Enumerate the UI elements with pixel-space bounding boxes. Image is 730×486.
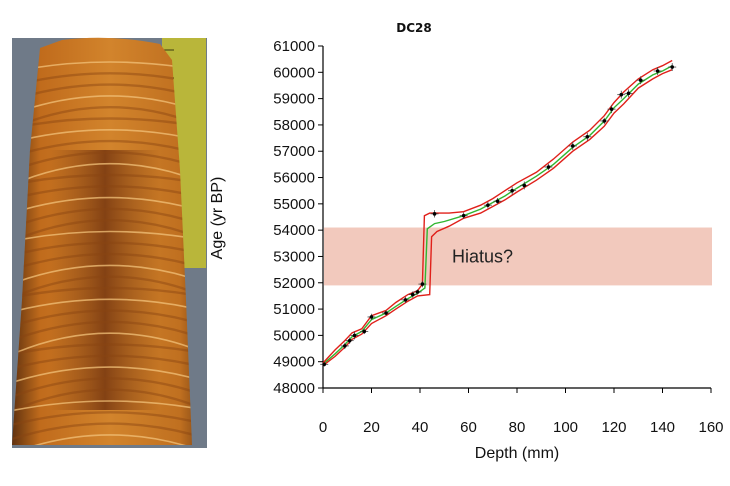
x-tick-label: 160 — [698, 419, 723, 436]
growth-band — [12, 332, 192, 356]
growth-band — [12, 366, 192, 384]
growth-band — [12, 320, 192, 343]
x-axis-ticks: 0 20 40 60 80 100 120 140 160 — [319, 388, 724, 436]
sample-point — [510, 188, 514, 193]
x-tick-label: 40 — [412, 419, 429, 436]
sample-point — [343, 344, 347, 348]
y-tick-label: 58000 — [273, 117, 315, 134]
sample-point — [420, 282, 425, 286]
growth-band — [12, 286, 192, 300]
growth-band — [12, 422, 192, 441]
sample-point — [403, 298, 408, 302]
x-tick-label: 80 — [509, 419, 526, 436]
sample-point — [384, 311, 388, 315]
hiatus-label: Hiatus? — [452, 246, 513, 266]
sample-point — [638, 78, 643, 82]
sample-point — [570, 144, 575, 148]
growth-band — [12, 434, 192, 445]
axes — [322, 46, 711, 389]
sample-point — [369, 315, 374, 319]
y-tick-label: 57000 — [273, 143, 315, 160]
sample-point — [619, 92, 624, 97]
sample-point — [322, 362, 327, 367]
data-points — [320, 63, 677, 367]
sample-point — [546, 165, 551, 169]
sample-point — [352, 333, 357, 338]
x-tick-label: 20 — [363, 419, 380, 436]
y-tick-label: 55000 — [273, 196, 315, 213]
chart-title: DC28 — [396, 21, 431, 35]
sample-point — [347, 338, 352, 343]
y-axis-ticks: 48000 49000 50000 51000 52000 53000 54000 55000… — [273, 38, 323, 397]
sample-point — [495, 199, 500, 204]
x-tick-label: 0 — [319, 419, 327, 436]
sample-point — [410, 292, 415, 297]
y-tick-label: 54000 — [273, 222, 315, 239]
x-tick-label: 120 — [601, 419, 626, 436]
sample-point — [655, 69, 660, 73]
sample-point — [415, 290, 420, 294]
growth-band — [12, 343, 192, 356]
y-tick-label: 48000 — [273, 380, 315, 397]
growth-band — [12, 298, 192, 314]
sample-point — [585, 134, 590, 139]
growth-band — [12, 377, 192, 399]
y-axis-title: Age (yr BP) — [209, 177, 226, 260]
sample-point — [626, 91, 631, 96]
age-model-median-line — [322, 65, 673, 365]
sample-point — [362, 329, 367, 334]
y-tick-label: 53000 — [273, 248, 315, 265]
growth-band — [12, 400, 192, 412]
sample-point — [602, 119, 607, 123]
x-tick-label: 140 — [650, 419, 675, 436]
sample-point — [486, 203, 490, 207]
y-tick-label: 59000 — [273, 91, 315, 108]
age-model-lower-line — [322, 69, 673, 367]
sample-point — [522, 183, 527, 188]
y-tick-label: 61000 — [273, 38, 315, 55]
growth-band — [12, 388, 192, 413]
sample-point — [461, 213, 466, 218]
growth-band — [12, 354, 192, 370]
y-tick-label: 51000 — [273, 301, 315, 318]
sample-point — [670, 65, 674, 69]
y-tick-label: 52000 — [273, 275, 315, 292]
x-axis-title: Depth (mm) — [475, 445, 559, 462]
hiatus-band — [324, 227, 712, 286]
sample-point — [609, 107, 614, 111]
sample-point — [432, 212, 437, 216]
series-lines — [322, 59, 673, 367]
growth-band — [12, 411, 192, 427]
x-tick-label: 100 — [553, 419, 578, 436]
y-tick-label: 56000 — [273, 170, 315, 187]
growth-band — [12, 309, 192, 328]
y-tick-label: 49000 — [273, 354, 315, 371]
y-tick-label: 50000 — [273, 327, 315, 344]
x-tick-label: 60 — [460, 419, 477, 436]
y-tick-label: 60000 — [273, 64, 315, 81]
